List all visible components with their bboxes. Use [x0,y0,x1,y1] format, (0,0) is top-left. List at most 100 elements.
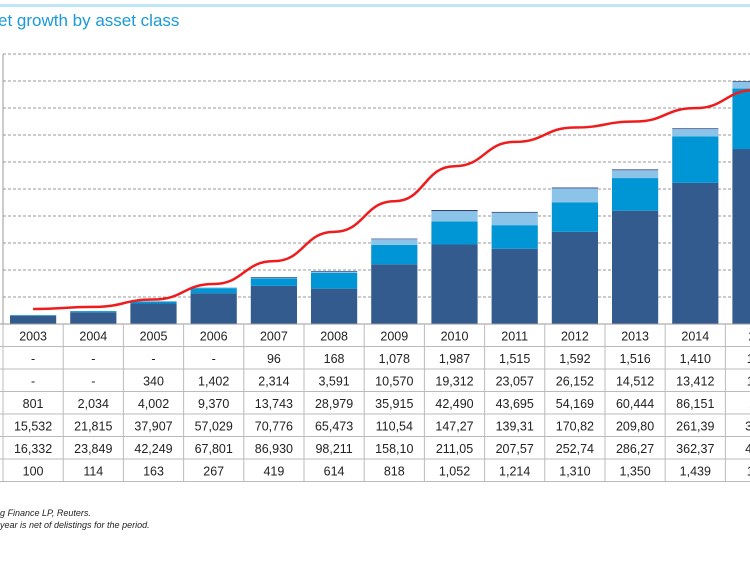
bar-2007-series-1 [250,278,297,286]
header-rule [0,4,750,7]
bar-2012-series-0 [551,231,598,324]
table-cell: - [31,375,35,389]
table-cell: 450 [745,442,750,456]
bar-2005-series-0 [130,303,177,324]
bar-2014-series-1 [672,136,719,183]
table-cell: 139,31 [496,420,534,434]
table-cell: 1,987 [439,352,470,366]
table-cell: 1,310 [559,465,590,479]
bar-2013-series-0 [612,210,659,324]
table-cell: 2014 [681,330,709,344]
bar-2015-series-1 [732,88,750,150]
table-cell: 158,10 [375,442,413,456]
bar-2011-series-3 [491,211,538,213]
bar-2003-series-1 [10,315,57,316]
bar-2011-series-2 [491,212,538,226]
table-cell: 114 [83,465,103,479]
bar-2009-series-1 [371,244,418,265]
table-cell: 801 [23,397,44,411]
table-cell: 2008 [320,330,348,344]
bar-2008-series-3 [311,270,358,272]
table-cell: 1,410 [680,352,711,366]
table-cell: 21,815 [74,420,112,434]
table-cell: 163 [143,465,164,479]
table-cell: 1,439 [680,465,711,479]
table-cell: 1,592 [559,352,590,366]
table-cell: 26,152 [556,375,594,389]
table-cell: 286,27 [616,442,654,456]
table-cell: 96 [267,352,281,366]
bar-2004-series-0 [70,312,117,324]
table-cell: 1,516 [619,352,650,366]
table-cell: 2012 [561,330,589,344]
table-cell: - [31,352,35,366]
table-cell: 100 [23,465,44,479]
bar-2006-series-0 [190,293,237,324]
table-cell: 67,801 [195,442,233,456]
table-cell: 110,54 [376,420,413,434]
bar-2007-series-2 [250,277,297,279]
bar-2012-series-3 [551,187,598,189]
table-cell: 1,350 [619,465,650,479]
table-cell: 324 [745,420,750,434]
table-cell: 14,512 [616,375,654,389]
table-cell: 2004 [79,330,107,344]
bar-2009-series-2 [371,239,418,245]
bar-2005-series-1 [130,301,177,304]
bar-2015-series-2 [732,81,750,89]
table-cell: 1,402 [198,375,229,389]
table-cell: 340 [143,375,164,389]
table-cell: 2,314 [258,375,289,389]
table-cell: 42,490 [435,397,473,411]
bar-2008-series-1 [311,272,358,289]
bar-2005-series-2 [130,301,177,302]
table-cell: - [91,375,95,389]
table-cell: 28,979 [315,397,353,411]
bar-2009-series-0 [371,264,418,324]
bar-2015-series-0 [732,149,750,324]
table-cell: 12, [747,375,750,389]
table-cell: 13,743 [255,397,293,411]
bar-2010-series-0 [431,244,478,324]
table-cell: 2009 [380,330,408,344]
bar-2015-series-3 [732,81,750,82]
table-cell: 54,169 [556,397,594,411]
table-cell: 42,249 [134,442,172,456]
table-cell: 2005 [140,330,168,344]
table-cell: 1,3 [747,352,750,366]
table-cell: 86,151 [676,397,714,411]
table-cell: 4,002 [138,397,169,411]
table-cell: 86,930 [255,442,293,456]
bar-2008-series-2 [311,271,358,273]
table-cell: 13,412 [676,375,714,389]
table-cell: 267 [203,465,224,479]
bar-2013-series-3 [612,169,659,171]
table-cell: 9,370 [198,397,229,411]
table-cell: 10,570 [375,375,413,389]
table-cell: 1,052 [439,465,470,479]
bar-2013-series-1 [612,178,659,211]
table-cell: 2006 [200,330,228,344]
table-cell: - [212,352,216,366]
table-cell: 43,695 [496,397,534,411]
bar-2011-series-0 [491,248,538,324]
bar-2006-series-2 [190,287,237,289]
bar-2009-series-3 [371,238,418,240]
table-cell: 19,312 [435,375,473,389]
table-cell: 419 [263,465,284,479]
bar-2014-series-2 [672,129,719,137]
bar-2012-series-2 [551,188,598,203]
table-cell: 60,444 [616,397,654,411]
table-cell: 35,915 [375,397,413,411]
bar-2003-series-0 [10,315,57,324]
bar-2012-series-1 [551,202,598,232]
table-cell: 261,39 [676,420,714,434]
chart-title: et growth by asset class [0,11,180,30]
bar-2004-series-1 [70,311,117,313]
table-cell: 818 [384,465,405,479]
table-cell: 362,37 [676,442,714,456]
table-cell: 211,05 [436,442,473,456]
footnote-source: g Finance LP, Reuters. [0,508,91,518]
table-cell: 65,473 [315,420,353,434]
